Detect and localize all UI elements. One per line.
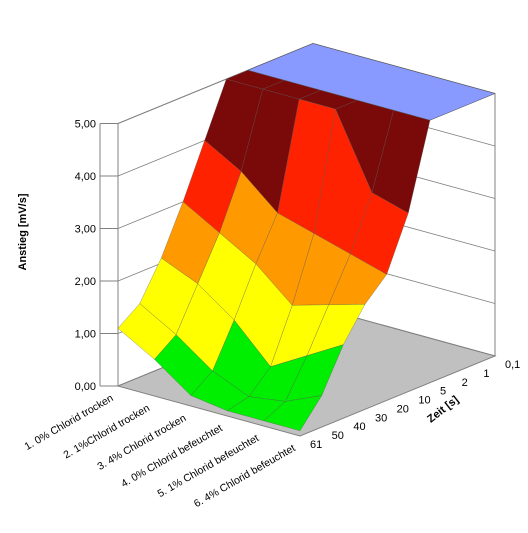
- y-axis-title: Anstieg [mV/s]: [17, 193, 29, 270]
- category-label: 6. 4% Chlorid befeuchtet: [192, 442, 298, 510]
- depth-axis-title: Zeit [s]: [425, 394, 461, 426]
- surface-plot: [117, 43, 496, 432]
- depth-tick-label: 0,1: [505, 359, 520, 371]
- y-tick-label: 2,00: [75, 276, 96, 288]
- y-tick-label: 0,00: [75, 381, 96, 393]
- surface-cell: [117, 303, 177, 360]
- y-tick-label: 5,00: [75, 119, 96, 131]
- depth-tick-label: 2: [462, 377, 468, 389]
- depth-tick-label: 61: [310, 439, 322, 451]
- y-tick-label: 4,00: [75, 171, 96, 183]
- category-label: 3. 4% Chlorid trocken: [95, 412, 188, 473]
- depth-tick-label: 20: [397, 403, 409, 415]
- depth-tick-label: 10: [418, 395, 430, 407]
- depth-tick-label: 40: [353, 421, 365, 433]
- depth-axis-labels: 0,1 1 2 5 10 20 30 40 50 61: [310, 359, 520, 451]
- category-label: 1. 0% Chlorid trocken: [23, 392, 116, 453]
- depth-tick-label: 5: [440, 386, 446, 398]
- y-tick-label: 1,00: [75, 329, 96, 341]
- depth-tick-label: 30: [375, 412, 387, 424]
- depth-tick-label: 1: [483, 368, 489, 380]
- depth-tick-label: 50: [332, 430, 344, 442]
- surface-cap: [247, 43, 496, 121]
- y-axis-ticks: 0,00 1,00 2,00 3,00 4,00 5,00: [75, 119, 118, 393]
- y-tick-label: 3,00: [75, 224, 96, 236]
